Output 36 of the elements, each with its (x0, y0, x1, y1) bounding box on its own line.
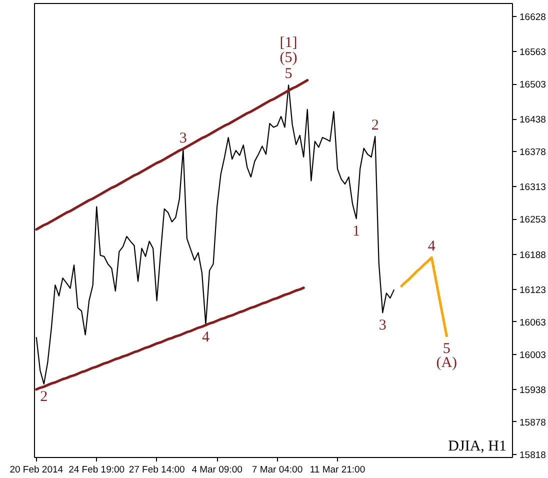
line-series (35, 286, 305, 391)
annotation: 2 (371, 117, 379, 134)
annotation: (A) (436, 354, 458, 371)
y-tick-label: 16378 (520, 147, 546, 158)
annotation: 2 (40, 388, 48, 405)
y-tick-label: 15878 (520, 417, 546, 428)
annotation: 4 (428, 238, 436, 255)
y-tick-label: 15818 (520, 450, 546, 461)
x-tick-label: 20 Feb 2014 (10, 464, 64, 476)
y-tick-label: 16313 (520, 182, 546, 194)
y-tick-label: 16063 (520, 317, 546, 328)
x-tick-label: 4 Mar 09:00 (192, 464, 242, 476)
line-series (400, 256, 448, 338)
y-tick-label: 16563 (520, 47, 546, 58)
y-tick-label: 16503 (520, 80, 546, 91)
line-series (35, 79, 309, 231)
annotation: 1 (352, 224, 360, 240)
annotation: DJIA, H1 (448, 438, 507, 454)
annotation: 3 (378, 318, 386, 334)
y-tick-label: 16003 (520, 350, 546, 361)
y-tick-label: 15938 (520, 384, 546, 396)
y-tick-label: 16628 (520, 12, 546, 23)
x-tick-label: 11 Mar 21:00 (310, 464, 366, 476)
y-tick-label: 16438 (520, 114, 546, 126)
y-tick-label: 16123 (520, 284, 546, 296)
annotation: 5 (284, 66, 292, 82)
annotation: [1] (280, 35, 298, 52)
x-tick-label: 24 Feb 19:00 (68, 464, 125, 476)
y-tick-label: 16188 (520, 250, 546, 261)
annotation: 5 (442, 340, 450, 357)
annotation: 4 (202, 330, 210, 346)
y-tick-label: 16253 (520, 214, 546, 226)
x-tick-label: 27 Feb 14:00 (128, 464, 185, 476)
x-tick-label: 7 Mar 04:00 (252, 464, 303, 476)
annotation: 3 (179, 130, 187, 146)
annotation: (5) (280, 50, 298, 66)
